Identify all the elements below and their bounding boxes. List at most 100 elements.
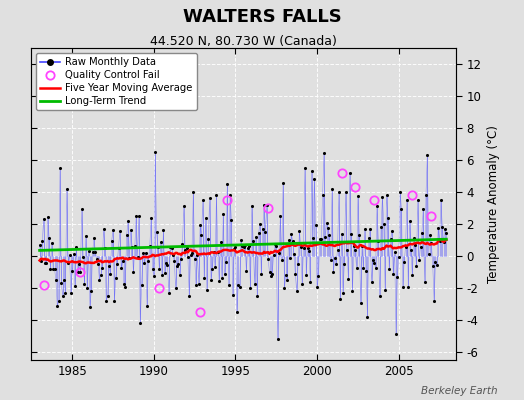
Point — [166, 244, 174, 251]
Point — [113, 261, 122, 267]
Point — [143, 303, 151, 310]
Point — [412, 262, 421, 269]
Point — [275, 249, 283, 256]
Point — [419, 206, 428, 213]
Point — [228, 292, 237, 298]
Point — [114, 244, 123, 251]
Point — [303, 245, 312, 252]
Point — [288, 237, 297, 244]
Point — [328, 186, 336, 192]
Point — [95, 277, 104, 283]
Point — [348, 288, 357, 294]
Point — [291, 271, 300, 278]
Point — [376, 293, 384, 299]
Point — [324, 224, 332, 231]
Point — [89, 248, 97, 255]
Point — [255, 230, 263, 236]
Point — [146, 243, 154, 250]
Point — [221, 271, 229, 277]
Point — [98, 265, 106, 271]
Point — [181, 247, 189, 254]
Point — [227, 217, 236, 224]
Title: 44.520 N, 80.730 W (Canada): 44.520 N, 80.730 W (Canada) — [150, 35, 337, 48]
Point — [310, 176, 319, 182]
Point — [121, 283, 129, 290]
Point — [125, 254, 134, 261]
Point — [297, 244, 305, 250]
Point — [411, 242, 419, 248]
Point — [43, 214, 52, 220]
Point — [173, 262, 181, 269]
Point — [48, 240, 56, 247]
Point — [344, 276, 353, 282]
Point — [294, 261, 302, 267]
Point — [298, 281, 307, 288]
Point — [253, 293, 261, 299]
Point — [319, 192, 327, 198]
Point — [274, 336, 282, 342]
Point — [165, 289, 173, 296]
Point — [269, 252, 278, 258]
Point — [80, 280, 89, 287]
Point — [248, 202, 256, 209]
Point — [214, 249, 222, 256]
Point — [315, 236, 324, 242]
Point — [182, 245, 191, 251]
Point — [212, 192, 221, 198]
Point — [201, 215, 210, 222]
Point — [36, 242, 44, 248]
Point — [211, 264, 219, 270]
Point — [339, 290, 347, 296]
Point — [305, 248, 313, 254]
Point — [66, 252, 74, 258]
Point — [302, 272, 310, 278]
Point — [59, 293, 67, 299]
Point — [103, 293, 112, 299]
Point — [127, 227, 135, 233]
Point — [174, 260, 182, 267]
Point — [193, 252, 202, 258]
Text: WALTERS FALLS: WALTERS FALLS — [183, 8, 341, 26]
Point — [354, 193, 362, 200]
Point — [406, 217, 414, 224]
Point — [358, 243, 366, 250]
Point — [222, 259, 230, 265]
Point — [42, 260, 51, 267]
Point — [189, 188, 198, 195]
Point — [278, 256, 286, 263]
Point — [351, 247, 359, 254]
Point — [441, 226, 449, 232]
Point — [199, 197, 207, 203]
Point — [157, 239, 165, 245]
Point — [290, 251, 298, 258]
Point — [381, 286, 389, 293]
Point — [105, 263, 113, 269]
Point — [50, 266, 59, 272]
Point — [418, 230, 426, 236]
Point — [139, 250, 147, 256]
Point — [258, 225, 267, 232]
Point — [90, 234, 98, 241]
Point — [100, 226, 108, 232]
Point — [431, 259, 440, 266]
Point — [433, 262, 441, 268]
Point — [407, 247, 415, 253]
Point — [342, 189, 350, 195]
Point — [435, 237, 444, 244]
Point — [72, 244, 81, 250]
Point — [117, 265, 125, 272]
Point — [237, 237, 245, 244]
Point — [320, 150, 328, 156]
Point — [116, 228, 124, 234]
Legend: Raw Monthly Data, Quality Control Fail, Five Year Moving Average, Long-Term Tren: Raw Monthly Data, Quality Control Fail, … — [37, 53, 197, 110]
Point — [83, 285, 91, 291]
Point — [102, 298, 111, 305]
Point — [369, 256, 377, 263]
Point — [365, 235, 373, 241]
Point — [350, 243, 358, 249]
Point — [415, 257, 423, 263]
Point — [150, 273, 158, 279]
Point — [238, 243, 246, 249]
Point — [385, 266, 394, 272]
Point — [386, 236, 395, 242]
